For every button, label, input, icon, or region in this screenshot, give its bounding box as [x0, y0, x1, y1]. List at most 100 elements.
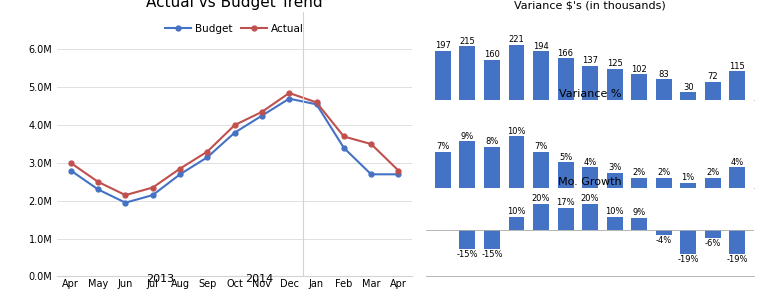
Text: Jun: Jun [485, 104, 499, 113]
Bar [607, 69, 623, 100]
Text: 9%: 9% [461, 132, 474, 141]
Budget [339, 146, 348, 150]
Text: -19%: -19% [726, 255, 748, 265]
Text: 8%: 8% [485, 137, 498, 146]
Budget [230, 131, 239, 134]
Text: 115: 115 [729, 62, 745, 71]
Line: Budget: Budget [69, 96, 401, 205]
Budget [285, 97, 294, 100]
Actual [203, 150, 212, 153]
Bar [607, 173, 623, 188]
Bar [705, 82, 721, 100]
Text: -15%: -15% [456, 250, 479, 259]
Text: 30: 30 [683, 83, 693, 92]
Bar [459, 46, 475, 100]
Text: Mar: Mar [704, 104, 721, 113]
Actual [66, 161, 75, 165]
Bar [558, 58, 574, 100]
Budget [66, 169, 75, 172]
Title: Mo. Growth: Mo. Growth [559, 178, 622, 187]
Bar [729, 230, 745, 254]
Budget [312, 103, 321, 106]
Text: May: May [458, 104, 477, 113]
Text: 137: 137 [582, 56, 598, 65]
Text: 72: 72 [707, 72, 718, 81]
Actual [175, 167, 184, 171]
Line: Actual: Actual [69, 91, 401, 198]
Text: Apr: Apr [435, 104, 451, 113]
Text: Jan: Jan [657, 104, 671, 113]
Text: Nov: Nov [606, 104, 623, 113]
Actual [230, 123, 239, 127]
Text: Oct: Oct [582, 104, 598, 113]
Actual [339, 135, 348, 138]
Text: 17%: 17% [556, 198, 575, 207]
Budget [175, 173, 184, 176]
Text: -4%: -4% [655, 236, 672, 245]
Text: -15%: -15% [482, 250, 503, 259]
Text: 7%: 7% [534, 142, 548, 151]
Bar [533, 52, 549, 100]
Actual [258, 110, 267, 113]
Title: Actual vs Budget Trend: Actual vs Budget Trend [146, 0, 323, 10]
Bar [508, 45, 524, 100]
Bar [558, 162, 574, 188]
Text: 4%: 4% [584, 158, 597, 167]
Bar [484, 147, 500, 188]
Text: 9%: 9% [632, 208, 645, 217]
Bar [558, 208, 574, 230]
Text: Dec: Dec [630, 104, 648, 113]
Text: 7%: 7% [436, 142, 450, 151]
Actual [367, 142, 376, 146]
Actual [121, 193, 130, 197]
Text: 125: 125 [607, 59, 623, 68]
Text: Sep: Sep [557, 104, 574, 113]
Actual [285, 91, 294, 95]
Bar [459, 141, 475, 188]
Actual [312, 101, 321, 104]
Text: 4%: 4% [731, 158, 744, 167]
Text: 10%: 10% [605, 207, 624, 216]
Text: 20%: 20% [532, 194, 550, 203]
Bar [508, 136, 524, 188]
Text: 2013: 2013 [146, 274, 174, 284]
Text: 102: 102 [631, 65, 647, 74]
Text: -6%: -6% [705, 239, 721, 248]
Bar [484, 60, 500, 100]
Bar [459, 230, 475, 249]
Bar [582, 204, 598, 230]
Text: 83: 83 [658, 70, 669, 79]
Bar [484, 230, 500, 249]
Bar [631, 218, 647, 230]
Text: 194: 194 [533, 42, 549, 51]
Bar [631, 178, 647, 188]
Text: 2%: 2% [706, 168, 719, 177]
Bar [705, 230, 721, 237]
Bar [729, 167, 745, 188]
Legend: Budget, Actual: Budget, Actual [161, 19, 309, 38]
Actual [394, 169, 403, 172]
Budget [148, 193, 157, 197]
Bar [582, 66, 598, 100]
Bar [533, 204, 549, 230]
Text: 2014: 2014 [245, 274, 274, 284]
Bar [705, 178, 721, 188]
Text: 215: 215 [459, 37, 475, 46]
Text: 10%: 10% [507, 207, 526, 216]
Text: Feb: Feb [680, 104, 696, 113]
Text: 166: 166 [558, 49, 574, 58]
Bar [680, 93, 696, 100]
Text: 2%: 2% [632, 168, 645, 177]
Budget [203, 155, 212, 159]
Bar [631, 74, 647, 100]
Text: 3%: 3% [608, 163, 621, 172]
Bar [435, 51, 451, 100]
Bar [607, 217, 623, 230]
Actual [94, 180, 103, 184]
Text: 20%: 20% [581, 194, 599, 203]
Text: Jul: Jul [511, 104, 522, 113]
Text: 1%: 1% [681, 173, 695, 182]
Text: 221: 221 [508, 35, 524, 44]
Bar [435, 152, 451, 188]
Bar [582, 167, 598, 188]
